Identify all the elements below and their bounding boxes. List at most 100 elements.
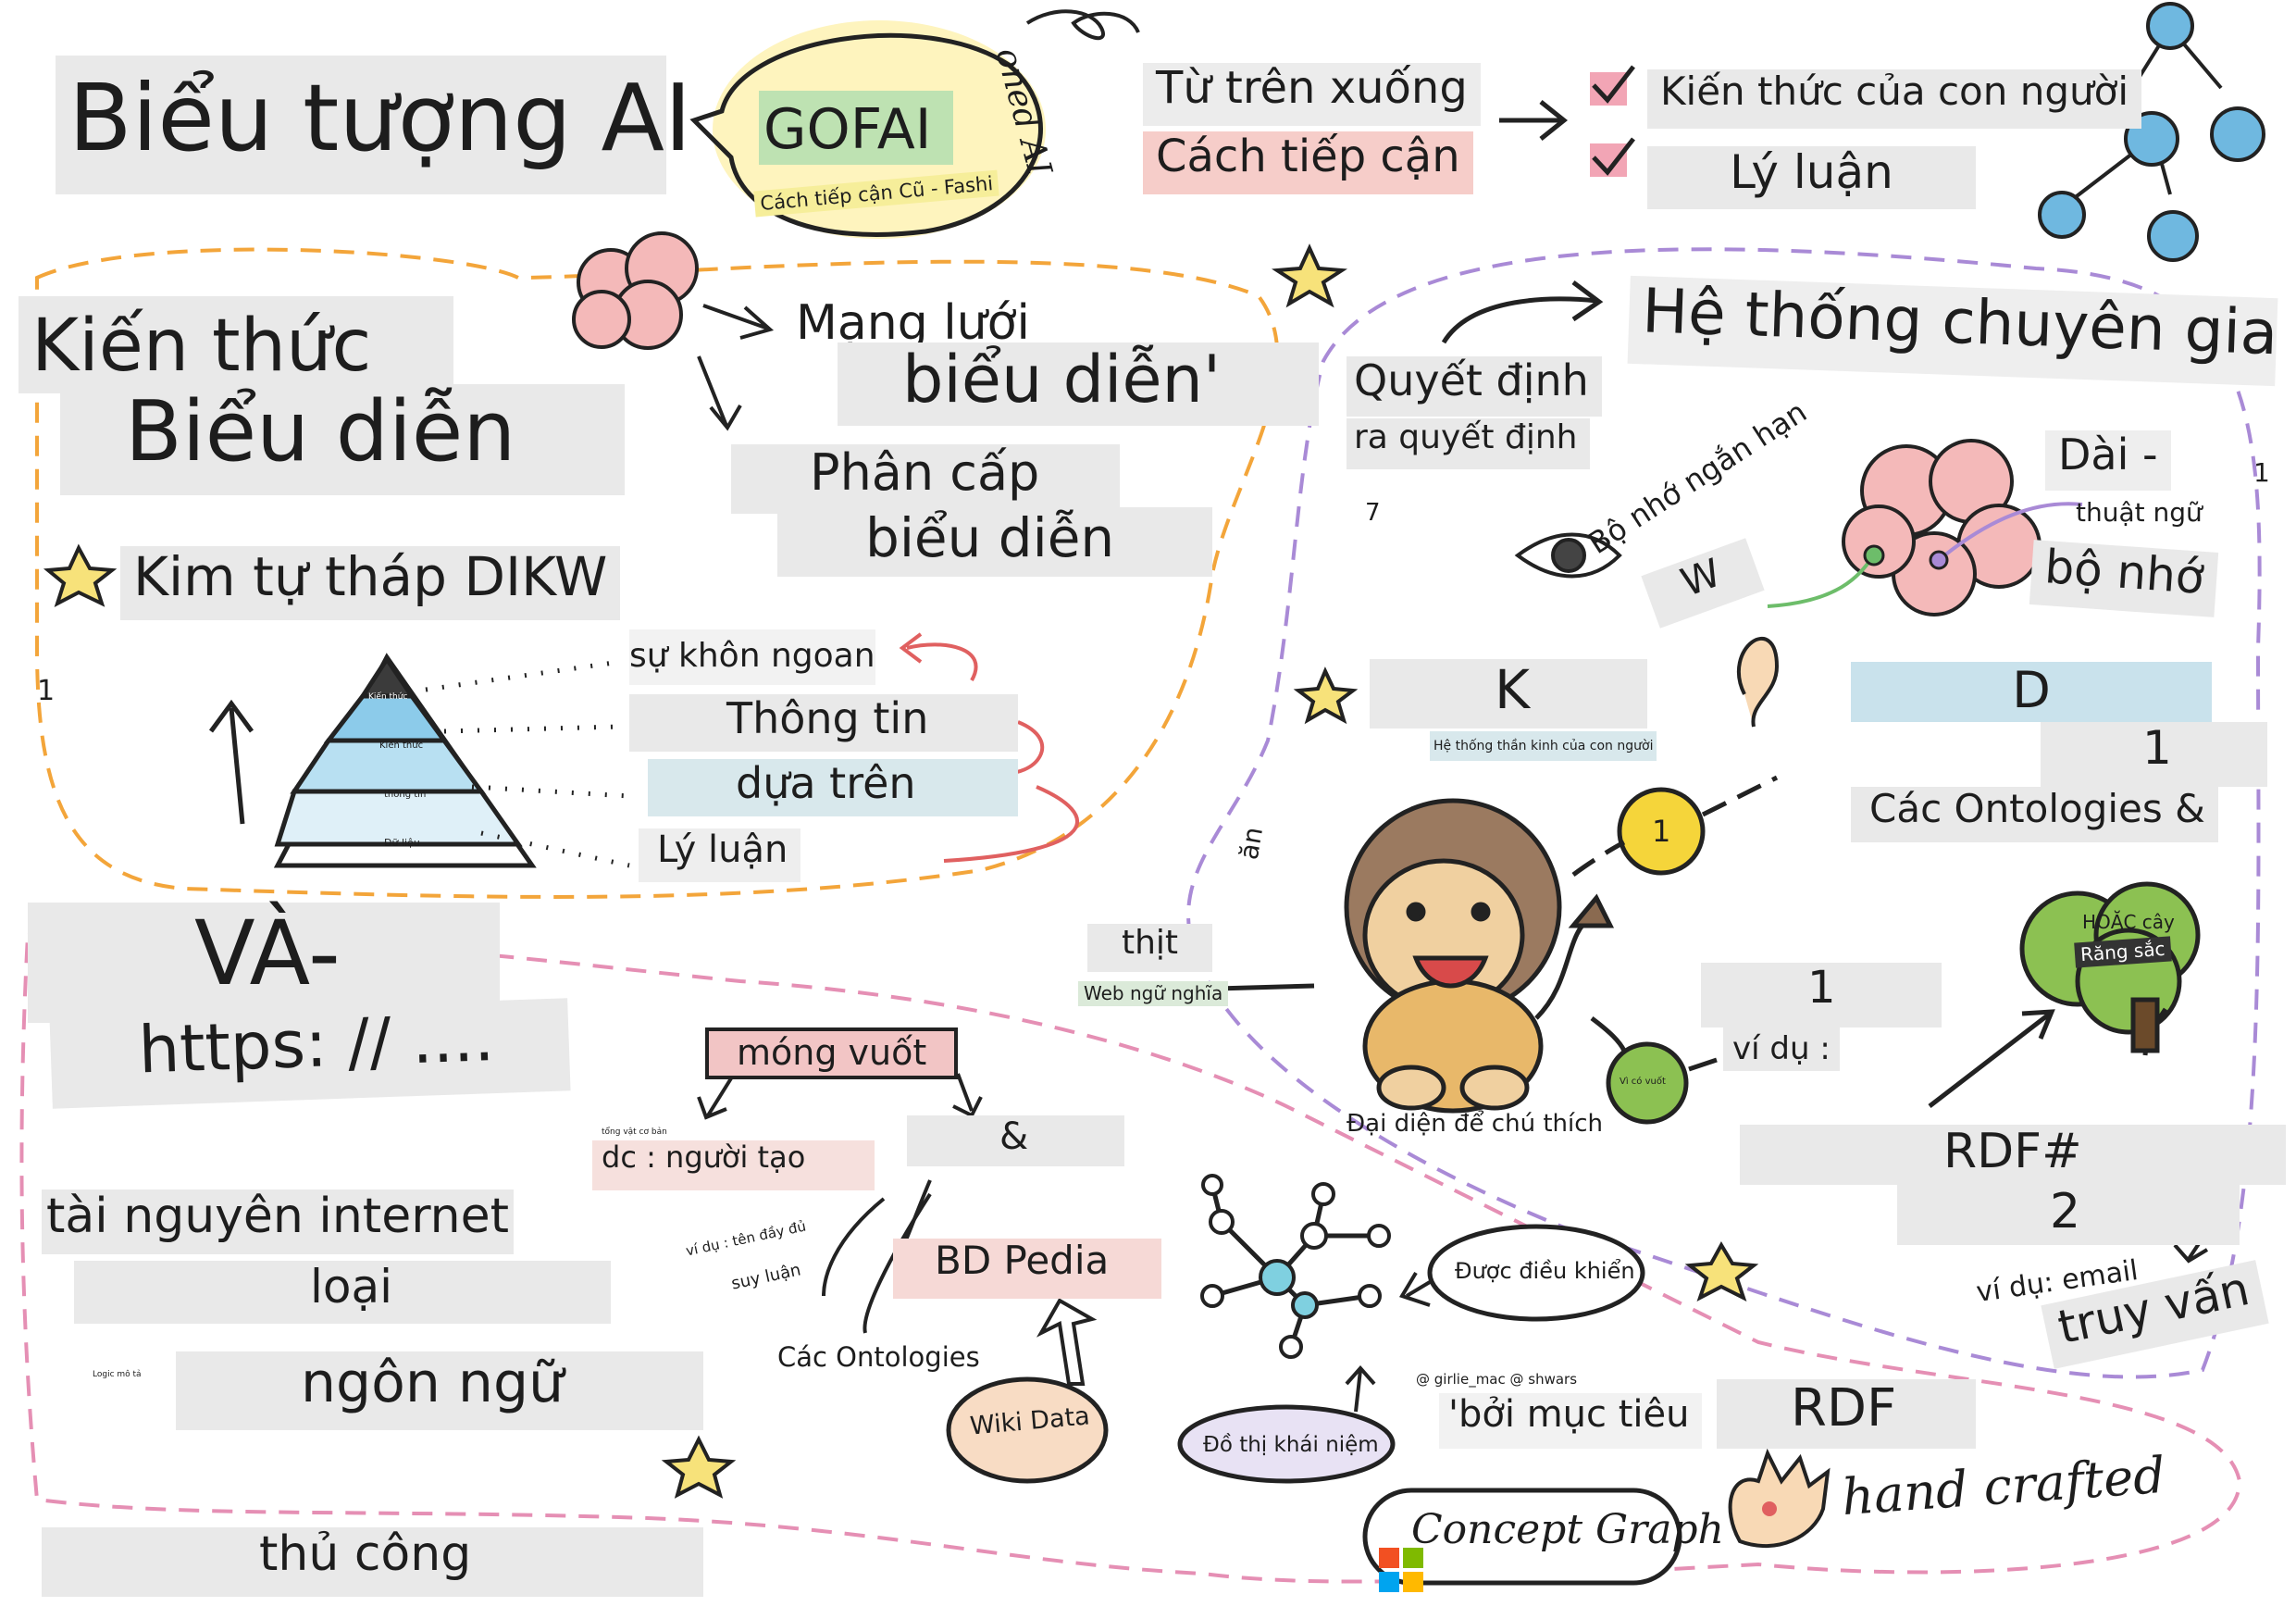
example-label: ví dụ : (1723, 1027, 1840, 1072)
lion-semantic-web: Web ngữ nghĩa (1078, 981, 1229, 1006)
expert-long-term: Dài - (2045, 430, 2171, 491)
networks-line1: Mạng lưới (796, 295, 1030, 351)
expert-decision-line2: ra quyết định (1347, 418, 1591, 469)
dikw-label-reasoning: Lý luận (639, 828, 801, 882)
page-title: Biểu tượng AI (56, 56, 691, 194)
top-down-line1: Từ trên xuống (1143, 62, 1481, 126)
rdf-two: 2 (1897, 1184, 2240, 1245)
rdf-label: RDF (1717, 1378, 1976, 1449)
concept-graph-box (1362, 1488, 1682, 1586)
expert-term: thuật ngữ (2076, 497, 2203, 528)
graph-vi-bubble (1177, 1404, 1396, 1484)
dikw-side-number: 1 (37, 675, 56, 707)
checklist-item-reasoning: Lý luận (1647, 145, 1976, 209)
arrow-topdown (1499, 100, 1569, 141)
green-ball-text: Vì có vuốt (1620, 1077, 1666, 1087)
dikw-up-arrow (208, 699, 254, 825)
node-tree-icon (2038, 2, 2265, 262)
brain-icon-top (572, 231, 699, 350)
concept-network-nodes (1200, 1174, 1391, 1359)
ball-number: 1 (1652, 814, 1671, 849)
wikidata-arrow (1036, 1298, 1098, 1386)
concept-graph-vi: Đồ thị khái niệm (1203, 1433, 1379, 1457)
lion-meat: thịt (1087, 924, 1212, 972)
brain-arrow-2 (697, 355, 742, 431)
dikw-level-wisdom: Kiến thức (368, 692, 408, 702)
yellow-ball (1617, 787, 1706, 876)
claws-dc: dc : người tạo (592, 1140, 875, 1190)
internet-type: loại (74, 1260, 611, 1324)
url-text: https: // .... (49, 998, 571, 1109)
rdf-hash: RDF# (1740, 1124, 2286, 1185)
checklist-item-human-knowledge: Kiến thức của con người (1647, 68, 2141, 129)
hand-icon (1728, 1448, 1831, 1548)
top-down-line2: Cách tiếp cận (1143, 131, 1473, 194)
expert-memory: bộ nhớ (2029, 540, 2219, 617)
brain-icon-right (1842, 439, 2042, 616)
dikw-level-knowledge: Kiến thức (379, 741, 424, 751)
claws-label: móng vuốt (705, 1027, 959, 1079)
memory-dot-green (1863, 544, 1885, 567)
decision-arrow (1441, 280, 1604, 344)
hierarchy-line1: Phân cấp (731, 443, 1120, 514)
lion-eat: ăn (1233, 824, 1270, 863)
dikw-level-data: Dữ liệu (384, 837, 420, 849)
windows-logo-icon (1379, 1548, 1423, 1592)
brain-arrow-1 (702, 304, 775, 340)
internet-resources: tài nguyên internet (42, 1189, 514, 1254)
dikw-title: Kim tự tháp DIKW (120, 546, 620, 620)
tree-arrow (1928, 1009, 2055, 1108)
gofai-highlight (759, 91, 953, 165)
check-mark-1 (1592, 65, 1635, 104)
controlled-arrow (1399, 1271, 1432, 1307)
hierarchy-line2: biểu diễn (777, 507, 1212, 577)
ontology-number: 1 (2041, 721, 2267, 787)
example-number: 1 (1701, 962, 1942, 1027)
expert-decision-line1: Quyết định (1347, 356, 1602, 417)
expert-number-7: 7 (1365, 499, 1381, 527)
claws-small-top: tổng vật cơ bản (602, 1127, 667, 1137)
logic-label: Logic mô tả (93, 1370, 142, 1379)
graph-vi-arrow (1345, 1364, 1376, 1413)
dikw-label-wisdom: sự khôn ngoan (629, 629, 875, 685)
memory-dot-purple (1929, 550, 1949, 570)
meat-line (1216, 983, 1315, 991)
claws-dbpedia: BD Pedia (893, 1238, 1161, 1299)
expert-k-letter: K (1370, 659, 1647, 729)
wikidata-bubble (946, 1376, 1109, 1484)
concept-network (1210, 1184, 1379, 1348)
handcrafted-vi: thủ công (42, 1526, 703, 1597)
concept-twitter: @ girlie_mac @ shwars (1416, 1371, 1578, 1388)
eye-icon (1514, 532, 1622, 579)
tree-drawing (2019, 881, 2201, 1056)
expert-neural-system: Hệ thống thần kinh của con người (1430, 731, 1657, 762)
dikw-level-information: thông tin (384, 790, 427, 800)
lion-drawing (1344, 798, 1615, 1114)
brain-longterm-line (1937, 502, 2083, 562)
gofai-bubble-outline (689, 32, 1043, 237)
check-mark-2 (1592, 137, 1635, 176)
gofai-label: GOFAI (763, 97, 932, 162)
yellow-ball-line (1571, 775, 1779, 878)
top-swirl (1025, 9, 1140, 41)
controlled-bubble (1427, 1224, 1645, 1322)
dikw-label-based-on: dựa trên (648, 759, 1018, 816)
heart-dot (1762, 1501, 1777, 1516)
internet-language: ngôn ngữ (176, 1351, 703, 1430)
representation-title: Biểu diễn (60, 384, 625, 495)
star-icons (43, 243, 1759, 1499)
green-ball (1606, 1041, 1689, 1125)
networks-line2: biểu diễn' (838, 342, 1319, 426)
expert-d-letter: D (1851, 661, 2212, 722)
dikw-label-information: Thông tin (629, 694, 1018, 752)
knowledge-title: Kiến thức (19, 296, 453, 393)
concept-by-target: 'bởi mục tiêu (1439, 1393, 1703, 1449)
concept-controlled: Được điều khiển (1455, 1258, 1635, 1284)
claws-amp: & (907, 1115, 1124, 1166)
green-ball-line (1590, 1016, 1718, 1072)
tree-line1: HOẶC cây (2082, 911, 2175, 933)
concept-graph-en: Concept Graph (1411, 1506, 1724, 1553)
dikw-pyramid (273, 653, 537, 868)
